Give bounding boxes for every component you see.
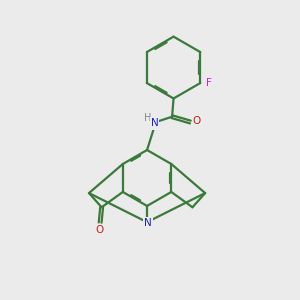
Text: N: N xyxy=(151,118,158,128)
Text: O: O xyxy=(95,225,104,235)
Text: F: F xyxy=(206,78,212,88)
Text: O: O xyxy=(193,116,201,126)
Text: N: N xyxy=(144,218,152,228)
Text: H: H xyxy=(144,113,152,124)
